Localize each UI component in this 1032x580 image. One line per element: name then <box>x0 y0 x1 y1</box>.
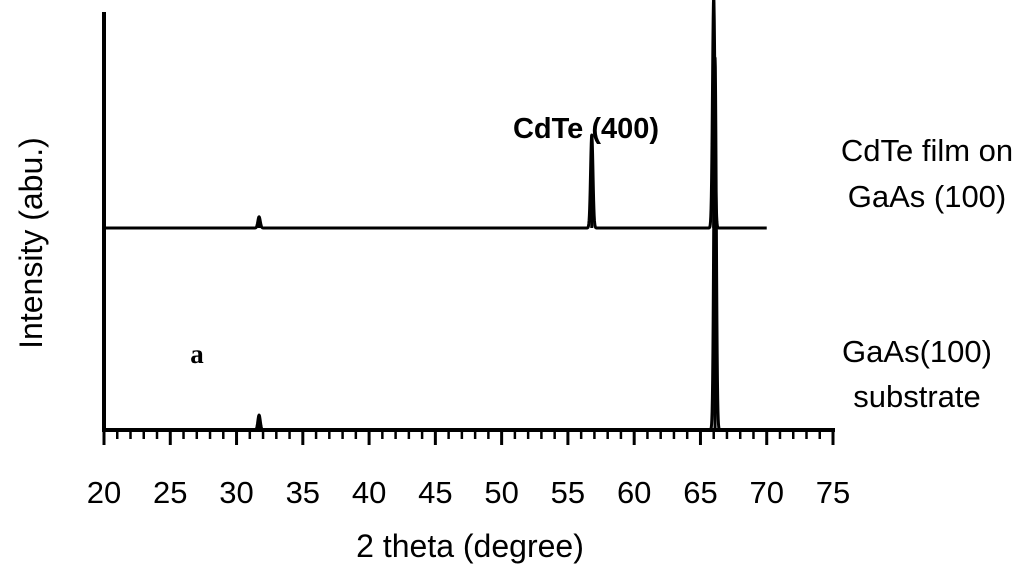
x-tick-label: 40 <box>352 475 386 510</box>
x-tick-label: 45 <box>418 475 452 510</box>
x-tick-label: 75 <box>816 475 850 510</box>
panel-letter-a: a <box>190 339 204 369</box>
x-tick-label: 20 <box>87 475 121 510</box>
x-axis-label: 2 theta (degree) <box>356 528 584 564</box>
labels: Intensity (abu.) 2 theta (degree) CdTe (… <box>13 113 1013 564</box>
series-label-gaas-line2: substrate <box>853 379 981 414</box>
x-tick-label: 25 <box>153 475 187 510</box>
series-label-gaas-line1: GaAs(100) <box>842 334 992 369</box>
series-group <box>102 0 835 432</box>
x-tick-label: 70 <box>749 475 783 510</box>
x-tick-label: 65 <box>683 475 717 510</box>
series-line-gaas-substrate <box>102 56 835 432</box>
series-line-cdte-film <box>102 0 768 230</box>
x-tick-label: 30 <box>219 475 253 510</box>
x-tick-label: 50 <box>484 475 518 510</box>
series-label-cdte-line2: GaAs (100) <box>848 179 1007 214</box>
cdte-400-peak-label: CdTe (400) <box>513 113 659 145</box>
x-tick-label: 60 <box>617 475 651 510</box>
x-tick-label: 35 <box>286 475 320 510</box>
x-tick-label: 55 <box>551 475 585 510</box>
series-label-cdte-line1: CdTe film on <box>841 133 1013 168</box>
axes: 20 25 30 35 40 45 50 55 60 65 70 75 <box>87 12 850 510</box>
y-axis-label: Intensity (abu.) <box>13 137 49 349</box>
